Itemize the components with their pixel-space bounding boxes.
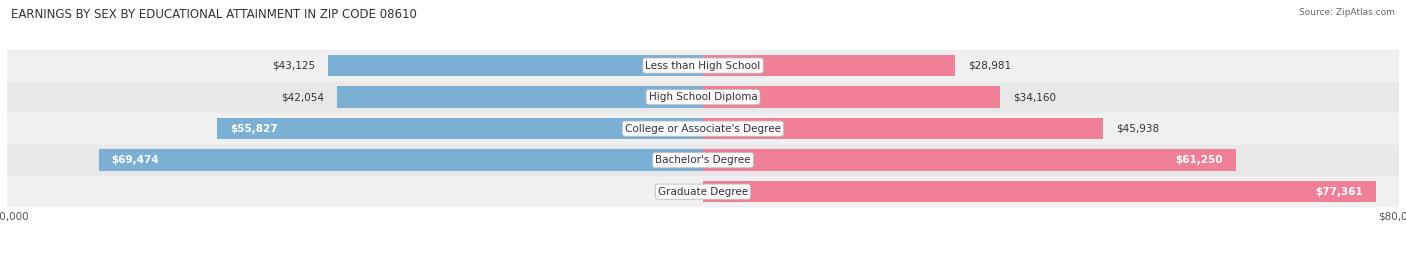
FancyBboxPatch shape — [7, 113, 1399, 144]
Text: $42,054: $42,054 — [281, 92, 325, 102]
Bar — [703, 181, 1376, 202]
Bar — [703, 150, 1236, 171]
Text: Less than High School: Less than High School — [645, 61, 761, 70]
Text: EARNINGS BY SEX BY EDUCATIONAL ATTAINMENT IN ZIP CODE 08610: EARNINGS BY SEX BY EDUCATIONAL ATTAINMEN… — [11, 8, 418, 21]
Bar — [218, 118, 703, 139]
FancyBboxPatch shape — [7, 81, 1399, 113]
Text: $55,827: $55,827 — [231, 124, 278, 134]
Text: $43,125: $43,125 — [271, 61, 315, 70]
Text: $28,981: $28,981 — [969, 61, 1011, 70]
Text: High School Diploma: High School Diploma — [648, 92, 758, 102]
Text: $34,160: $34,160 — [1014, 92, 1056, 102]
Text: Source: ZipAtlas.com: Source: ZipAtlas.com — [1299, 8, 1395, 17]
Bar — [337, 86, 703, 108]
FancyBboxPatch shape — [7, 144, 1399, 176]
FancyBboxPatch shape — [7, 50, 1399, 81]
Bar — [703, 55, 955, 76]
FancyBboxPatch shape — [7, 176, 1399, 207]
Bar — [703, 118, 1102, 139]
Bar — [98, 150, 703, 171]
Text: College or Associate's Degree: College or Associate's Degree — [626, 124, 780, 134]
Text: Bachelor's Degree: Bachelor's Degree — [655, 155, 751, 165]
Text: $77,361: $77,361 — [1315, 187, 1362, 197]
Text: $69,474: $69,474 — [111, 155, 159, 165]
Bar — [328, 55, 703, 76]
Text: Graduate Degree: Graduate Degree — [658, 187, 748, 197]
Bar — [703, 86, 1000, 108]
Text: $61,250: $61,250 — [1175, 155, 1223, 165]
Text: $0: $0 — [672, 187, 686, 197]
Text: $45,938: $45,938 — [1116, 124, 1159, 134]
